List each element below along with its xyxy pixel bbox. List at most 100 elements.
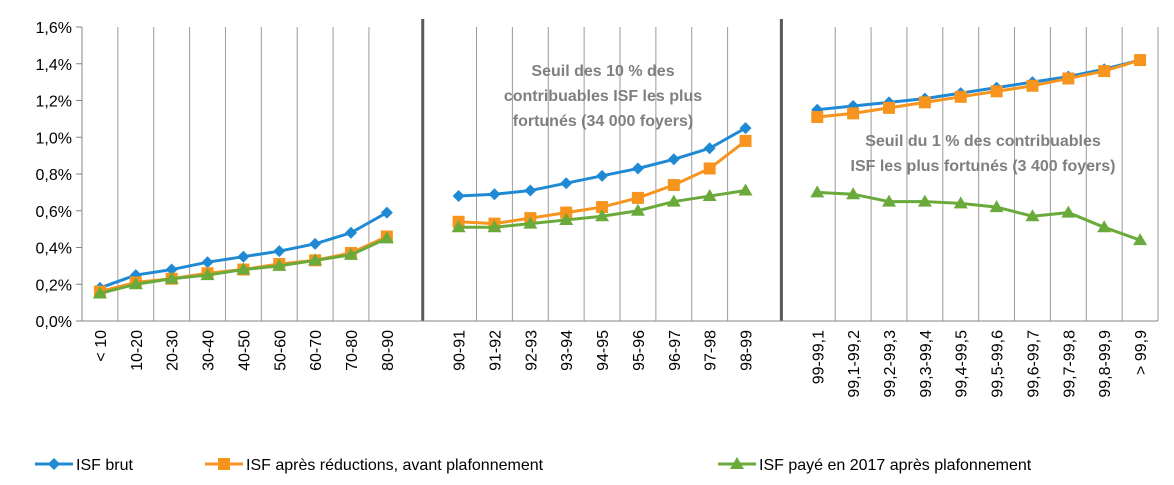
data-point bbox=[1061, 205, 1076, 218]
legend-item: ISF après réductions, avant plafonnement bbox=[205, 457, 544, 474]
x-tick-label: 95-96 bbox=[631, 330, 648, 371]
annotation: contribuables ISF les plus bbox=[504, 88, 702, 105]
legend-label: ISF payé en 2017 après plafonnement bbox=[759, 457, 1032, 474]
data-point bbox=[810, 185, 825, 198]
data-point bbox=[883, 101, 895, 114]
data-point bbox=[918, 96, 931, 109]
data-point bbox=[631, 162, 644, 175]
data-point bbox=[990, 85, 1003, 98]
data-point bbox=[201, 256, 214, 269]
x-tick-label: 98-99 bbox=[739, 330, 756, 371]
data-point bbox=[1062, 72, 1075, 85]
y-tick-label: 0,8% bbox=[36, 167, 72, 184]
legend-label: ISF brut bbox=[76, 457, 133, 474]
x-tick-label: 91-92 bbox=[487, 330, 504, 371]
x-tick-label: > 99,9 bbox=[1133, 330, 1150, 375]
legend-marker bbox=[48, 458, 60, 470]
y-tick-label: 1,6% bbox=[36, 20, 72, 37]
data-point bbox=[703, 142, 716, 155]
x-tick-label: 96-97 bbox=[667, 330, 684, 371]
legend-label: ISF après réductions, avant plafonnement bbox=[246, 457, 544, 474]
x-tick-label: 99,8-99,9 bbox=[1097, 330, 1114, 398]
data-point bbox=[989, 200, 1004, 213]
data-point bbox=[846, 187, 861, 200]
data-point bbox=[200, 268, 215, 281]
data-point bbox=[847, 107, 860, 120]
y-tick-label: 0,2% bbox=[36, 277, 72, 294]
annotation: Seuil des 10 % des bbox=[531, 63, 674, 80]
data-point bbox=[524, 184, 537, 197]
data-point bbox=[666, 194, 681, 207]
data-point bbox=[1097, 220, 1112, 233]
data-point bbox=[308, 253, 323, 266]
data-point bbox=[703, 162, 716, 175]
data-point bbox=[92, 286, 107, 299]
legend-item: ISF brut bbox=[35, 457, 133, 474]
x-tick-label: 20-30 bbox=[165, 330, 182, 371]
x-tick-label: 97-98 bbox=[703, 330, 720, 371]
data-point bbox=[630, 203, 645, 216]
data-point bbox=[595, 209, 610, 222]
y-tick-label: 1,2% bbox=[36, 94, 72, 111]
x-tick-label: 80-90 bbox=[380, 330, 397, 371]
data-point bbox=[667, 153, 680, 166]
data-point bbox=[1025, 209, 1040, 222]
data-point bbox=[272, 258, 287, 271]
legend-marker bbox=[730, 457, 744, 469]
data-point bbox=[953, 196, 968, 209]
x-tick-label: 99,6-99,7 bbox=[1025, 330, 1042, 398]
x-tick-label: 94-95 bbox=[595, 330, 612, 371]
data-point bbox=[560, 177, 573, 190]
legend-marker bbox=[218, 458, 230, 470]
x-tick-label: 99,7-99,8 bbox=[1061, 330, 1078, 398]
data-point bbox=[451, 220, 466, 233]
x-tick-label: 99-99,1 bbox=[810, 330, 827, 384]
data-point bbox=[917, 194, 932, 207]
x-tick-label: 99,3-99,4 bbox=[918, 330, 935, 398]
y-tick-label: 0,4% bbox=[36, 241, 72, 258]
annotation: fortunés (34 000 foyers) bbox=[513, 113, 694, 130]
data-point bbox=[1026, 79, 1039, 92]
data-point bbox=[739, 122, 752, 135]
data-point bbox=[1134, 54, 1147, 67]
x-tick-label: 50-60 bbox=[272, 330, 289, 371]
x-tick-label: 30-40 bbox=[201, 330, 218, 371]
x-tick-label: 90-91 bbox=[452, 330, 469, 371]
data-point bbox=[344, 247, 358, 260]
data-point bbox=[702, 189, 717, 202]
y-tick-label: 1,0% bbox=[36, 130, 72, 147]
data-point bbox=[739, 134, 752, 147]
x-tick-label: < 10 bbox=[93, 330, 110, 362]
y-tick-label: 0,6% bbox=[36, 204, 72, 221]
data-point bbox=[954, 90, 967, 103]
data-point bbox=[165, 263, 178, 276]
data-point bbox=[596, 201, 609, 214]
data-point bbox=[237, 250, 250, 263]
data-point bbox=[882, 194, 896, 207]
data-point bbox=[379, 231, 394, 244]
x-tick-label: 70-80 bbox=[344, 330, 361, 371]
data-point bbox=[488, 188, 501, 201]
y-tick-label: 1,4% bbox=[36, 57, 72, 74]
x-tick-label: 99,5-99,6 bbox=[990, 330, 1007, 398]
data-point bbox=[128, 277, 143, 290]
data-point bbox=[738, 183, 753, 196]
data-point bbox=[1098, 65, 1111, 78]
x-tick-label: 92-93 bbox=[523, 330, 540, 371]
data-point bbox=[523, 216, 538, 229]
data-point bbox=[380, 206, 393, 219]
data-point bbox=[309, 237, 322, 250]
data-point bbox=[559, 212, 574, 225]
y-tick-label: 0,0% bbox=[36, 314, 72, 331]
data-point bbox=[345, 226, 357, 239]
data-point bbox=[236, 262, 251, 275]
data-point bbox=[811, 111, 824, 124]
data-point bbox=[560, 206, 573, 219]
annotation: Seuil du 1 % des contribuables bbox=[865, 133, 1101, 150]
data-point bbox=[273, 245, 286, 258]
x-tick-label: 60-70 bbox=[308, 330, 325, 371]
x-tick-label: 40-50 bbox=[236, 330, 253, 371]
x-tick-label: 99,2-99,3 bbox=[882, 330, 899, 398]
x-tick-label: 10-20 bbox=[129, 330, 146, 371]
